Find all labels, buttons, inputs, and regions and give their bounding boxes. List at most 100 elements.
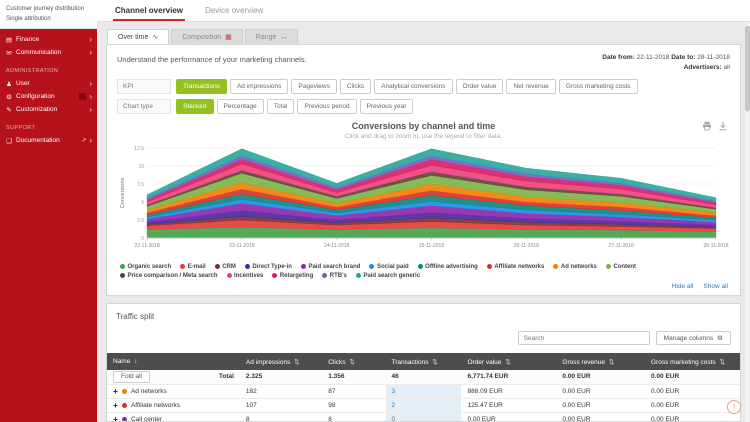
- legend-item-social-paid[interactable]: Social paid: [369, 264, 409, 270]
- sidebar-item-communication[interactable]: ✉ Communication ›: [0, 46, 97, 59]
- legend-item-offline-advertising[interactable]: Offline advertising: [417, 264, 478, 270]
- sidebar-item-documentation[interactable]: ❏ Documentation ↗ ›: [0, 134, 97, 147]
- show-all-link[interactable]: Show all: [703, 282, 728, 290]
- legend-item-incentives[interactable]: Incentives: [226, 272, 264, 279]
- column-header-transactions[interactable]: Transactions ⇅: [385, 353, 462, 370]
- cell-clicks: 87: [322, 384, 386, 399]
- column-header-clicks[interactable]: Clicks ⇅: [322, 353, 386, 370]
- legend-item-organic-search[interactable]: Organic search: [120, 264, 171, 270]
- chart-type-option-stacked[interactable]: Stacked: [176, 98, 214, 114]
- legend-item-price-comparison-meta-search[interactable]: Price comparison / Meta search: [120, 273, 218, 279]
- manage-columns-button[interactable]: Manage columns ⚙: [655, 331, 731, 345]
- totals-row: Fold all Total 2.325 1.356 46 6,771.74 EUR 0.0…: [107, 370, 740, 385]
- configuration-icon: ⚙: [6, 93, 12, 101]
- chart-type-option-previous-period[interactable]: Previous period: [297, 98, 357, 114]
- sort-icon[interactable]: ↕: [132, 358, 138, 365]
- conversions-chart[interactable]: 0 2.5 5 7.5 10 12.5 22-11-2018 23-11-2018 24-11-…: [117, 142, 730, 254]
- sidebar-item-configuration[interactable]: ⚙ Configuration ›: [0, 90, 97, 103]
- cell-order-value: 888.09 EUR: [461, 384, 557, 399]
- legend-item-crm[interactable]: CRM: [214, 264, 236, 270]
- tab-channel-overview[interactable]: Channel overview: [113, 1, 186, 21]
- sort-icon[interactable]: ⇅: [430, 358, 438, 366]
- cell-transactions[interactable]: 2: [385, 398, 462, 413]
- download-chart-icon[interactable]: [718, 121, 728, 131]
- legend-label: Ad networks: [560, 263, 597, 270]
- column-header-gross-revenue[interactable]: Gross revenue ⇅: [556, 353, 645, 370]
- kpi-option-ad-impressions[interactable]: Ad impressions: [229, 78, 289, 94]
- legend-item-retargeting[interactable]: Retargeting: [272, 273, 313, 279]
- tab-device-overview[interactable]: Device overview: [205, 6, 264, 15]
- legend-color-dot: [605, 264, 611, 269]
- sidebar-item-user[interactable]: ♟ User ›: [0, 77, 97, 90]
- subtab-composition[interactable]: Composition ▦: [171, 29, 243, 44]
- legend-item-rtb-s[interactable]: RTB's: [322, 273, 347, 279]
- kpi-option-net-revenue[interactable]: Net revenue: [506, 78, 556, 94]
- sort-icon[interactable]: ⇅: [503, 358, 511, 366]
- date-range: Date from: 22-11-2018 Date to: 28-11-201…: [602, 53, 730, 63]
- legend-color-dot: [244, 264, 250, 269]
- expand-icon[interactable]: +: [113, 413, 118, 422]
- legend-item-direct-type-in[interactable]: Direct Type-in: [244, 264, 292, 270]
- channel-color-dot: [121, 402, 127, 408]
- column-header-order-value[interactable]: Order value ⇅: [461, 353, 557, 370]
- subtab-over-time[interactable]: Over time ∿: [107, 29, 170, 44]
- column-header-ad-impressions[interactable]: Ad impressions ⇅: [239, 353, 323, 370]
- print-chart-icon[interactable]: [702, 121, 712, 131]
- kpi-option-analytical-conversions[interactable]: Analytical conversions: [374, 78, 453, 94]
- sort-icon[interactable]: ⇅: [347, 358, 355, 366]
- kpi-option-clicks[interactable]: Clicks: [339, 78, 372, 94]
- expand-icon[interactable]: +: [113, 399, 118, 410]
- scroll-to-top-button[interactable]: ↑: [727, 400, 741, 414]
- expand-icon[interactable]: +: [113, 385, 118, 396]
- column-header-gross-marketing-costs[interactable]: Gross marketing costs ⇅: [645, 353, 740, 370]
- cell-transactions[interactable]: 3: [385, 384, 462, 399]
- legend-label: Incentives: [234, 272, 264, 279]
- legend-item-affiliate-networks[interactable]: Affiliate networks: [486, 264, 544, 270]
- column-header-name[interactable]: Name ↕: [107, 353, 240, 370]
- scrollbar-thumb[interactable]: [745, 26, 750, 111]
- sidebar-secondary-nav: Customer journey distribution Single att…: [0, 0, 97, 29]
- kpi-option-pageviews[interactable]: Pageviews: [291, 78, 337, 94]
- sort-icon[interactable]: ⇅: [717, 358, 725, 366]
- cell-gross-marketing-costs: 0.00 EUR: [645, 384, 740, 399]
- sidebar-item-customization[interactable]: ✎ Customization ›: [0, 103, 97, 116]
- y-axis-label: Conversions: [120, 177, 126, 208]
- x-tick-label: 25-11-2018: [419, 243, 444, 249]
- legend-item-paid-search-brand[interactable]: Paid search brand: [300, 264, 360, 270]
- chart-title: Conversions by channel and time: [351, 120, 496, 131]
- legend-item-e-mail[interactable]: E-mail: [180, 264, 206, 270]
- scrollbar[interactable]: [745, 22, 750, 422]
- kpi-option-order-value[interactable]: Order value: [455, 78, 504, 94]
- search-input[interactable]: [517, 331, 650, 345]
- chart-type-option-previous-year[interactable]: Previous year: [359, 98, 414, 114]
- gear-icon: ⚙: [717, 335, 723, 342]
- info-row: Understand the performance of your marke…: [117, 53, 730, 73]
- sidebar-item-customer-journey-distribution[interactable]: Customer journey distribution: [6, 6, 85, 12]
- chart-type-option-total[interactable]: Total: [266, 98, 295, 114]
- cell-order-value: 0.00 EUR: [461, 412, 557, 421]
- legend-item-paid-search-generic[interactable]: Paid search generic: [355, 273, 420, 279]
- legend-label: E-mail: [187, 263, 206, 270]
- chevron-right-icon: ›: [89, 104, 92, 114]
- hide-all-link[interactable]: Hide all: [671, 282, 694, 290]
- sort-icon[interactable]: ⇅: [292, 358, 300, 366]
- sidebar-item-label: Customization: [16, 106, 58, 113]
- kpi-option-transactions[interactable]: Transactions: [176, 78, 227, 94]
- legend-item-ad-networks[interactable]: Ad networks: [553, 264, 597, 270]
- sidebar-section-support: SUPPORT: [6, 125, 36, 131]
- y-tick-label: 0: [141, 235, 144, 241]
- cell-transactions[interactable]: 0: [385, 412, 462, 421]
- cell-gross-revenue: 0.00 EUR: [556, 398, 645, 413]
- sidebar-item-single-attribution[interactable]: Single attribution: [6, 16, 51, 22]
- kpi-option-gross-marketing-costs[interactable]: Gross marketing costs: [558, 78, 638, 94]
- chart-type-option-percentage[interactable]: Percentage: [216, 98, 264, 114]
- sidebar-item-finance[interactable]: ▤ Finance ›: [0, 33, 97, 46]
- fold-all-button[interactable]: Fold all: [113, 370, 150, 383]
- subtab-range[interactable]: Range ↔: [244, 29, 299, 44]
- chevron-right-icon: ›: [89, 135, 92, 145]
- channel-name-cell: + Call center: [107, 412, 240, 422]
- legend-item-content[interactable]: Content: [605, 264, 636, 270]
- sort-icon[interactable]: ⇅: [607, 358, 615, 366]
- legend-color-dot: [355, 273, 361, 278]
